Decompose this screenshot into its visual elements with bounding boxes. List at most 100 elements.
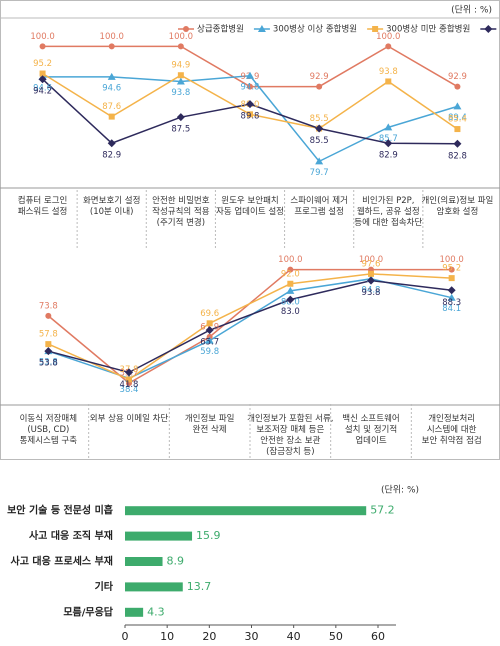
data-label: 94.9 [171,61,190,71]
series-line [48,279,452,374]
legend-label: 300병상 이상 종합병원 [273,24,357,35]
marker [447,286,456,295]
x-tick-label: 안전한 비밀번호 작성규칙의 적용 (주기적 변경) [152,195,210,228]
data-label: 82.9 [379,151,398,161]
data-label: 4.3 [147,605,165,618]
data-label: 73.8 [39,301,58,311]
x-tick-label: 60 [371,630,385,643]
y-tick-label: 기타 [95,580,114,593]
y-tick-label: 사고 대응 조직 부재 [29,529,113,542]
x-tick-label: 백신 소프트웨어 설치 및 정기적 업데이트 [342,413,399,446]
data-label: 94.8 [362,285,381,295]
data-label: 87.6 [102,102,121,112]
x-tick-label: 30 [245,630,259,643]
bar [125,506,367,516]
bar [125,607,144,617]
x-tick-label: 이동식 저장매체 (USB, CD) 통제시스템 구축 [20,413,78,446]
marker [367,276,375,285]
marker [45,341,52,348]
data-label: 95.2 [442,264,461,274]
data-label: 100.0 [278,255,302,265]
marker [108,113,115,120]
data-label: 15.9 [196,529,221,542]
x-tick-label: 개인(의료)정보 파일 암호화 설정 [421,195,493,217]
data-label: 92.9 [310,72,329,82]
data-label: 82.9 [102,151,121,161]
data-label: 65.7 [200,338,219,348]
x-tick-label: 10 [160,630,174,643]
data-label: 59.8 [200,347,219,357]
data-label: 100.0 [359,255,383,265]
data-label: 93.8 [379,67,398,77]
x-tick-label: 개인정보 파일 완전 삭제 [185,413,235,435]
data-label: 94.2 [33,87,52,97]
data-label: 95.2 [33,59,52,69]
marker [39,43,46,50]
marker [287,266,294,273]
marker [368,270,374,277]
marker [453,102,462,110]
series-line [47,268,452,385]
x-tick-label: 외부 상용 이메일 차단 [90,413,169,424]
data-label: 88.3 [442,298,461,308]
x-tick-label: 0 [122,630,129,643]
data-label: 85.4 [448,115,467,125]
legend-label: 상급종합병원 [197,24,244,35]
marker [286,295,295,304]
series-line [48,278,452,380]
x-tick-label: 윈도우 보안패치 자동 업데이트 설정 [216,195,284,217]
series-line [48,273,452,381]
legend-marker [484,25,493,33]
data-label: 57.2 [370,504,395,517]
data-label: 100.0 [30,32,54,42]
x-tick-label: 40 [287,630,301,643]
data-label: 13.7 [187,580,212,593]
marker [247,83,253,90]
marker [448,266,455,273]
marker [315,157,324,165]
marker [286,286,295,294]
data-label: 100.0 [100,32,124,42]
x-tick-label: 화면보호기 설정 (10분 이내) [83,195,140,217]
marker [176,113,185,122]
data-label: 89.8 [241,112,260,122]
data-label: 93.8 [362,288,381,298]
y-tick-label: 모름/무응답 [63,606,113,618]
x-tick-label: 개인정보처리 시스템에 대한 보안 취약점 점검 [422,413,482,446]
legend-marker [372,26,379,32]
data-label: 8.9 [167,555,185,568]
data-label: 41.8 [120,380,139,390]
marker [447,293,456,301]
legend-label: 300병상 미만 종합병원 [386,24,470,35]
data-label: 100.0 [376,32,400,42]
data-label: 85.7 [379,134,398,144]
unit-label: (단위: %) [381,485,419,496]
bar [125,557,163,566]
marker [247,111,253,118]
data-label: 53.8 [39,359,58,369]
marker [384,123,393,131]
legend-marker [183,26,189,32]
bar [125,531,193,541]
marker [246,100,254,109]
data-label: 82.8 [448,151,467,161]
marker [206,320,213,327]
marker [38,75,47,84]
data-label: 83.0 [281,307,300,317]
data-label: 87.5 [171,125,190,135]
marker [454,83,461,90]
data-label: 57.8 [39,330,58,340]
unit-label: (단위 : %) [451,5,492,16]
data-label: 94.6 [33,83,52,93]
marker [107,139,116,148]
marker [107,72,116,80]
marker [246,71,254,79]
data-label: 79.7 [310,168,329,178]
x-tick-label: 20 [202,630,216,643]
marker [125,368,133,377]
x-tick-label: 스파이웨어 제거 프로그램 설정 [290,195,347,217]
data-label: 100.0 [169,32,193,42]
marker [39,70,46,77]
marker [176,77,185,85]
